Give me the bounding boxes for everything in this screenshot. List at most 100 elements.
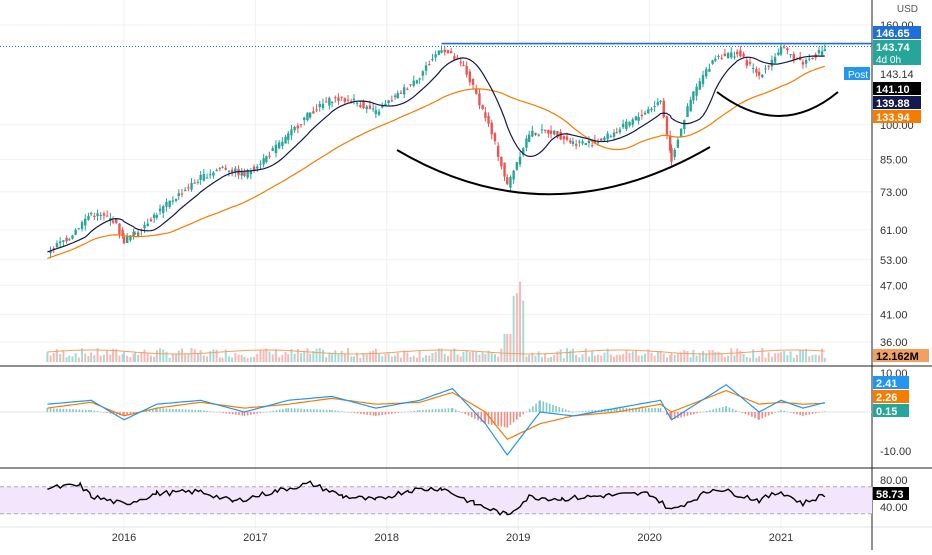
candle-body	[271, 148, 274, 151]
macd-histogram-bar	[680, 412, 682, 418]
candle-body	[777, 52, 780, 55]
volume-bar	[823, 357, 826, 362]
label-ma-slow: 133.94	[876, 112, 911, 124]
macd-histogram-bar	[416, 410, 419, 412]
macd-histogram-bar	[490, 412, 493, 425]
candle-body	[136, 232, 140, 236]
y-tick-label: 61.00	[880, 225, 908, 237]
candle-body	[415, 80, 419, 84]
macd-histogram-bar	[470, 412, 473, 418]
volume-bar	[184, 354, 187, 362]
volume-bar	[705, 353, 708, 362]
volume-bar	[90, 352, 93, 362]
candle-body	[93, 215, 96, 217]
macd-histogram-bar	[622, 408, 624, 412]
volume-bar	[625, 349, 628, 362]
macd-histogram-bar	[78, 409, 81, 412]
candle-body	[259, 163, 262, 165]
candle-body	[471, 78, 475, 85]
volume-bar	[65, 357, 68, 362]
macd-histogram-bar	[751, 412, 753, 417]
candle-body	[695, 86, 698, 96]
candle-body	[692, 91, 695, 101]
volume-bar	[271, 354, 274, 362]
candle-body	[484, 112, 487, 119]
volume-bar	[566, 348, 569, 362]
candle-body	[102, 213, 106, 216]
candle-body	[209, 174, 212, 176]
label-volume: 12.162M	[876, 351, 919, 363]
candle-body	[705, 69, 708, 77]
volume-bar	[221, 357, 224, 362]
candle-body	[770, 59, 774, 67]
macd-histogram-bar	[356, 412, 359, 414]
candle-body	[146, 223, 149, 227]
label-resistance: 146.65	[876, 28, 910, 40]
volume-bar	[792, 357, 795, 362]
volume-bar	[356, 352, 359, 362]
macd-histogram-bar	[571, 411, 573, 413]
candle-body	[265, 156, 268, 163]
candle-body	[686, 106, 689, 118]
macd-histogram-bar	[241, 412, 244, 416]
volume-bar	[159, 348, 162, 362]
volume-bar	[637, 355, 640, 362]
macd-histogram-bar	[581, 411, 584, 412]
macd-histogram-bar	[461, 412, 463, 413]
volume-bar	[281, 354, 284, 362]
candle-body	[315, 109, 318, 111]
volume-bar	[99, 355, 102, 362]
macd-histogram-bar	[96, 411, 99, 412]
macd-histogram-bar	[721, 407, 724, 412]
volume-bar	[631, 351, 634, 362]
volume-bar	[337, 353, 340, 362]
volume-bar	[140, 353, 143, 362]
volume-bar	[465, 350, 468, 362]
macd-histogram-bar	[444, 408, 447, 412]
volume-bar	[783, 351, 786, 362]
candle-body	[792, 54, 795, 60]
candle-body	[418, 78, 421, 80]
ma-fast-line	[47, 55, 825, 253]
candle-body	[496, 145, 500, 157]
volume-bar	[481, 352, 484, 362]
volume-bar	[123, 351, 125, 362]
volume-bar	[146, 353, 149, 362]
candle-body	[537, 134, 540, 136]
macd-histogram-bar	[266, 411, 268, 413]
macd-histogram-bar	[767, 412, 770, 416]
y-tick-label: 47.00	[880, 280, 908, 292]
volume-bar	[180, 348, 183, 362]
volume-bar	[468, 352, 471, 362]
volume-bar	[168, 357, 171, 362]
macd-histogram-bar	[360, 412, 362, 414]
volume-bar	[506, 334, 509, 362]
macd-histogram-bar	[718, 407, 721, 412]
candle-body	[650, 108, 653, 111]
candle-body	[99, 215, 102, 217]
macd-histogram-bar	[275, 410, 278, 412]
macd-histogram-bar	[93, 410, 96, 412]
macd-histogram-bar	[519, 412, 521, 417]
candle-body	[126, 236, 129, 243]
volume-bar	[318, 348, 321, 362]
macd-histogram-bar	[705, 411, 708, 412]
candle-body	[399, 92, 403, 94]
macd-histogram-bar	[651, 408, 653, 412]
macd-histogram-bar	[52, 408, 55, 412]
macd-histogram-bar	[738, 411, 740, 412]
volume-bar	[218, 357, 221, 362]
volume-bar	[811, 355, 814, 362]
candle-body	[493, 133, 497, 142]
volume-bar	[278, 357, 281, 362]
volume-bar	[199, 350, 202, 362]
candle-body	[823, 49, 826, 52]
volume-bar	[74, 353, 77, 362]
candle-body	[318, 103, 321, 108]
volume-bar	[774, 353, 777, 362]
volume-bar	[325, 357, 328, 362]
volume-bar	[440, 348, 443, 362]
candle-body	[205, 177, 209, 179]
candle-body	[490, 122, 493, 135]
